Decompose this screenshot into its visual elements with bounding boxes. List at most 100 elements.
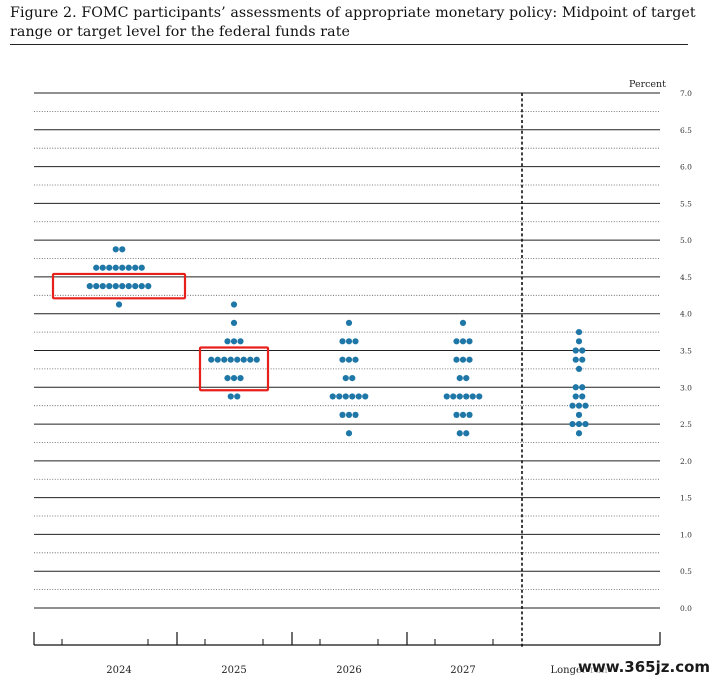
x-category-label: 2026 — [336, 665, 361, 676]
participant-dot — [112, 246, 119, 253]
participant-dot — [456, 430, 463, 437]
participant-dot — [214, 356, 221, 363]
y-tick-label: 4.0 — [680, 310, 692, 319]
participant-dot — [469, 393, 476, 400]
participant-dot — [208, 356, 215, 363]
y-tick-label: 1.5 — [680, 494, 692, 503]
participant-dot — [345, 356, 353, 363]
participant-dot — [132, 264, 139, 271]
participant-dot — [339, 411, 346, 418]
participant-dot — [579, 384, 586, 391]
label-layer: 0.0 0.5 1.0 1.5 2.0 2.5 3.0 3.5 4.0 4.5 5.0 5.5 6.0 6… — [106, 79, 692, 676]
participant-dot — [575, 365, 583, 372]
participant-dot — [230, 301, 238, 308]
y-tick-label: 3.5 — [680, 347, 692, 356]
participant-dot — [575, 420, 583, 428]
participant-dot — [336, 393, 343, 400]
participant-dot — [106, 283, 113, 290]
y-tick-label: 2.5 — [680, 420, 692, 429]
x-category-label: 2025 — [221, 665, 246, 676]
participant-dot — [132, 283, 139, 290]
participant-dot — [93, 283, 100, 290]
axis-layer — [33, 93, 661, 648]
participant-dot — [345, 319, 353, 327]
participant-dot — [572, 393, 579, 400]
participant-dot — [463, 374, 470, 382]
participant-dot — [125, 283, 132, 290]
participant-dot — [575, 411, 583, 418]
participant-dot — [582, 402, 589, 409]
participant-dot — [476, 393, 483, 400]
participant-dot — [456, 393, 463, 400]
participant-dot — [459, 356, 467, 363]
participant-dot — [572, 384, 579, 391]
participant-dot — [453, 338, 460, 345]
participant-dot — [230, 319, 238, 327]
participant-dot — [466, 356, 473, 363]
participant-dot — [119, 283, 126, 290]
participant-dot — [230, 374, 238, 382]
highlight-box — [198, 346, 270, 392]
participant-dot — [362, 393, 369, 400]
participant-dot — [569, 402, 576, 409]
participant-dot — [234, 393, 241, 400]
participant-dot — [125, 264, 132, 271]
x-category-label: 2027 — [450, 665, 475, 676]
participant-dot — [221, 356, 228, 363]
participant-dot — [579, 393, 586, 400]
participant-dot — [227, 393, 234, 400]
participant-dot — [352, 338, 359, 345]
participant-dot — [345, 411, 353, 418]
participant-dot — [575, 329, 583, 336]
watermark-text: www.365jz.com — [578, 658, 711, 676]
participant-dot — [466, 411, 473, 418]
y-tick-label: 0.0 — [680, 604, 692, 613]
participant-dot — [572, 356, 579, 363]
participant-dot — [93, 264, 100, 271]
highlight-box — [51, 272, 187, 300]
participant-dot — [112, 283, 119, 290]
y-tick-label: 6.0 — [680, 163, 692, 172]
y-tick-label: 5.0 — [680, 236, 692, 245]
participant-dot — [579, 356, 586, 363]
figure-title: Figure 2. FOMC participants’ assessments… — [10, 5, 696, 40]
participant-dot — [240, 356, 247, 363]
participant-dot — [112, 264, 119, 271]
participant-dot — [443, 393, 450, 400]
participant-dot — [115, 301, 123, 308]
participant-dot — [329, 393, 336, 400]
participant-dot — [339, 356, 346, 363]
participant-dot — [352, 411, 359, 418]
dot-layer — [86, 246, 589, 437]
participant-dot — [339, 338, 346, 345]
y-tick-label: 4.5 — [680, 273, 692, 282]
title-rule — [10, 44, 688, 45]
grid-layer — [34, 92, 660, 609]
participant-dot — [453, 356, 460, 363]
participant-dot — [345, 430, 353, 437]
participant-dot — [119, 264, 126, 271]
participant-dot — [575, 402, 583, 409]
participant-dot — [572, 347, 579, 354]
x-category-label: 2024 — [106, 665, 131, 676]
participant-dot — [349, 374, 356, 382]
y-tick-label: 0.5 — [680, 567, 692, 576]
participant-dot — [463, 430, 470, 437]
participant-dot — [352, 356, 359, 363]
participant-dot — [138, 283, 145, 290]
y-tick-label: 6.5 — [680, 126, 692, 135]
participant-dot — [579, 347, 586, 354]
participant-dot — [453, 411, 460, 418]
participant-dot — [224, 338, 231, 345]
participant-dot — [355, 393, 362, 400]
participant-dot — [456, 374, 463, 382]
participant-dot — [86, 283, 93, 290]
participant-dot — [99, 264, 106, 271]
participant-dot — [145, 283, 152, 290]
participant-dot — [247, 356, 254, 363]
y-tick-label: 7.0 — [680, 89, 692, 98]
participant-dot — [227, 356, 234, 363]
y-axis-unit-label: Percent — [629, 79, 666, 90]
y-tick-label: 3.0 — [680, 383, 692, 392]
